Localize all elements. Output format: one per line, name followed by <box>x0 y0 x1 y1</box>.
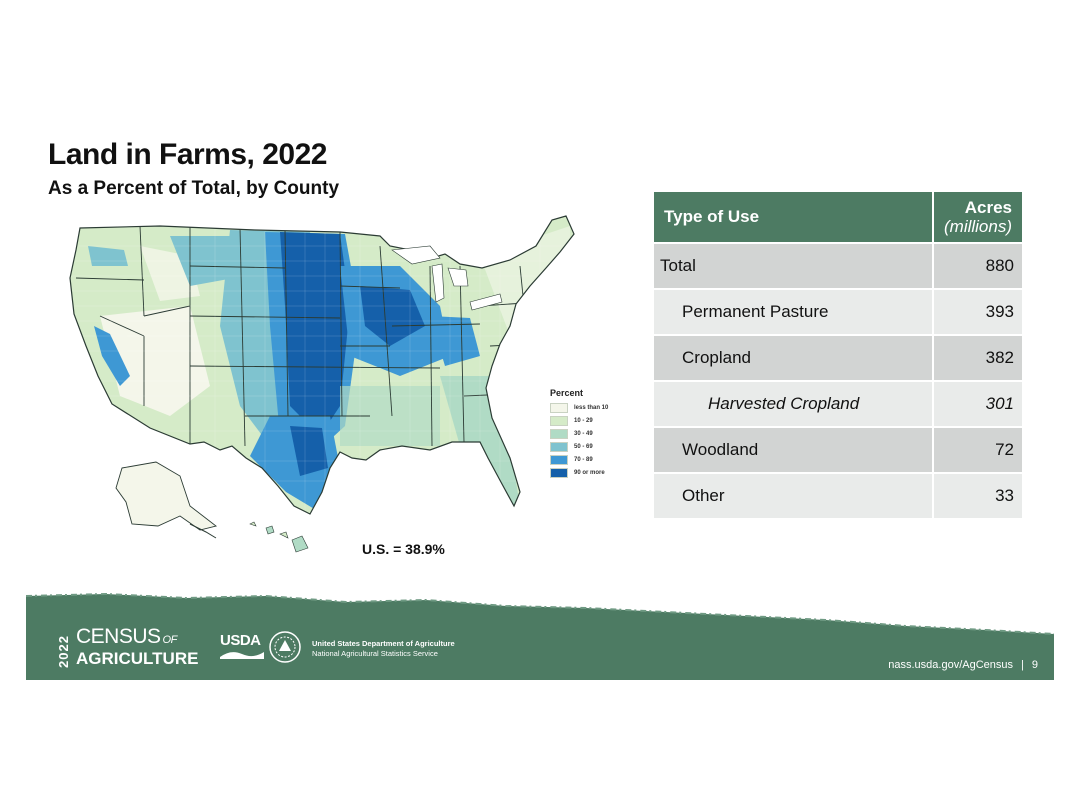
row-label: Harvested Cropland <box>654 380 934 426</box>
row-value: 880 <box>934 242 1022 288</box>
legend-label: 10 - 29 <box>574 418 593 424</box>
legend-label: 90 or more <box>574 470 605 476</box>
footer-url[interactable]: nass.usda.gov/AgCensus <box>888 659 1014 671</box>
acres-units: (millions) <box>944 217 1012 236</box>
legend-swatch <box>550 403 568 413</box>
legend-label: less than 10 <box>574 405 609 411</box>
legend-item: 70 - 89 <box>550 454 640 466</box>
row-value: 72 <box>934 426 1022 472</box>
legend-title: Percent <box>550 388 584 398</box>
row-label: Other <box>654 472 934 518</box>
row-value: 382 <box>934 334 1022 380</box>
row-value: 301 <box>934 380 1022 426</box>
row-value: 393 <box>934 288 1022 334</box>
table-row: Cropland 382 <box>654 334 1022 380</box>
legend-label: 30 - 49 <box>574 431 593 437</box>
legend-item: 90 or more <box>550 467 640 479</box>
table-header-row: Type of Use Acres (millions) <box>654 192 1022 242</box>
column-header-acres: Acres (millions) <box>934 192 1022 242</box>
legend-swatch <box>550 429 568 439</box>
legend-item: 50 - 69 <box>550 441 640 453</box>
row-label: Woodland <box>654 426 934 472</box>
row-value: 33 <box>934 472 1022 518</box>
legend-swatch <box>550 442 568 452</box>
slide: Land in Farms, 2022 As a Percent of Tota… <box>26 96 1054 680</box>
legend-swatch <box>550 468 568 478</box>
legend-item: 10 - 29 <box>550 415 640 427</box>
usda-hills-icon <box>220 652 264 659</box>
table-row: Woodland 72 <box>654 426 1022 472</box>
footer-band <box>26 590 1054 680</box>
census-logo-text: CENSUS OF <box>76 625 178 650</box>
legend-swatch <box>550 416 568 426</box>
legend-label: 50 - 69 <box>574 444 593 450</box>
legend-label: 70 - 89 <box>574 457 593 463</box>
legend-item: less than 10 <box>550 402 640 414</box>
slide-title: Land in Farms, 2022 <box>48 138 327 171</box>
agency-line-2: National Agricultural Statistics Service <box>312 649 438 658</box>
usda-wordmark: USDA <box>220 632 261 649</box>
census-year: 2022 <box>56 635 71 668</box>
us-county-map <box>40 206 580 561</box>
census-word: CENSUS <box>76 625 161 648</box>
census-of: OF <box>162 634 178 646</box>
row-label: Cropland <box>654 334 934 380</box>
usda-logo: USDA <box>220 632 264 659</box>
row-label: Permanent Pasture <box>654 288 934 334</box>
map-legend: Percent less than 10 10 - 29 30 - 49 50 … <box>550 388 640 480</box>
legend-item: 30 - 49 <box>550 428 640 440</box>
agency-line-1: United States Department of Agriculture <box>312 639 455 648</box>
column-header-type: Type of Use <box>654 192 934 242</box>
land-use-table: Type of Use Acres (millions) Total 880 P… <box>654 192 1022 518</box>
table-row: Harvested Cropland 301 <box>654 380 1022 426</box>
acres-label: Acres <box>964 198 1012 217</box>
row-label: Total <box>654 242 934 288</box>
table-row: Permanent Pasture 393 <box>654 288 1022 334</box>
footer-separator: | <box>1021 659 1024 671</box>
page-number: 9 <box>1031 659 1038 671</box>
table-row: Other 33 <box>654 472 1022 518</box>
us-total-percent: U.S. = 38.9% <box>362 541 445 557</box>
footer-meta: nass.usda.gov/AgCensus | 9 <box>888 659 1038 671</box>
legend-swatch <box>550 455 568 465</box>
nass-seal-icon <box>269 631 301 663</box>
agriculture-word: AGRICULTURE <box>76 649 199 668</box>
slide-subtitle: As a Percent of Total, by County <box>48 178 340 199</box>
agency-name: United States Department of Agriculture … <box>312 639 455 659</box>
table-row: Total 880 <box>654 242 1022 288</box>
